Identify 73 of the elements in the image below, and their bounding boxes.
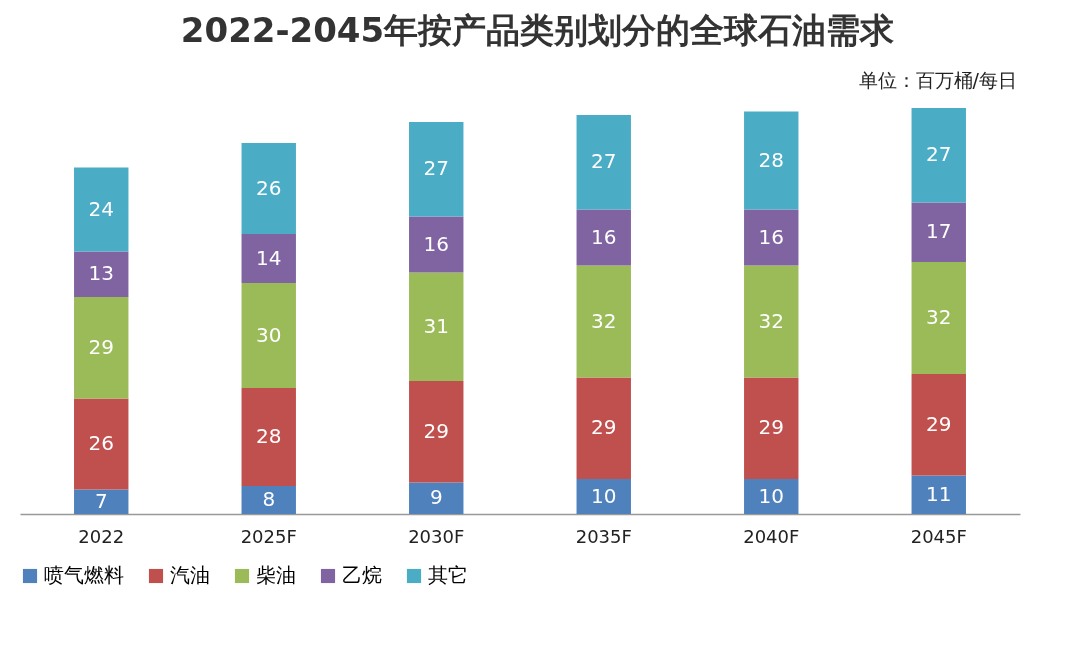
legend-label: 柴油 [256, 563, 296, 587]
data-label: 29 [926, 411, 952, 436]
data-label: 10 [758, 483, 784, 508]
data-label: 27 [926, 142, 952, 167]
bar [744, 209, 799, 266]
data-label: 9 [429, 485, 443, 510]
data-label: 10 [591, 483, 617, 508]
data-label: 11 [926, 481, 952, 506]
bar [241, 388, 296, 486]
data-label: 28 [256, 424, 282, 448]
legend-label: 喷气燃料 [44, 563, 124, 587]
data-label: 32 [926, 305, 952, 329]
bar [241, 486, 296, 514]
x-tick-label: 2022 [78, 525, 125, 547]
chart-title: 2022-2045年按产品类别划分的全球石油需求 [179, 9, 896, 52]
data-label: 29 [758, 415, 784, 440]
data-label: 26 [256, 175, 282, 200]
bar [241, 143, 296, 234]
x-tick-label: 2045F [910, 525, 967, 547]
data-label: 27 [591, 149, 617, 174]
bar [911, 374, 966, 476]
data-label: 14 [256, 245, 282, 270]
data-label: 29 [88, 334, 114, 359]
bar [74, 489, 129, 514]
bar [744, 265, 799, 378]
data-label: 29 [423, 418, 449, 443]
bar [576, 265, 631, 378]
data-label: 29 [591, 415, 617, 440]
data-label: 28 [758, 147, 784, 172]
chart-subtitle: 单位：百万桶/每日 [857, 68, 1017, 93]
bar [241, 234, 296, 283]
x-tick-label: 2030F [408, 525, 465, 547]
data-label: 32 [758, 308, 784, 333]
bar [576, 479, 631, 514]
bar [241, 283, 296, 388]
legend-label: 其它 [428, 563, 468, 587]
x-tick-label: 2025F [240, 525, 297, 547]
x-tick-label: 2040F [743, 525, 800, 547]
bar [911, 475, 966, 514]
data-label: 26 [88, 431, 114, 455]
bar [409, 482, 464, 514]
data-label: 16 [758, 224, 784, 249]
data-label: 24 [88, 196, 114, 221]
data-label: 17 [926, 219, 952, 244]
bar [911, 262, 966, 374]
bar [74, 297, 129, 399]
bar [744, 479, 799, 514]
bar [911, 108, 966, 203]
data-label: 7 [94, 488, 108, 513]
bar [744, 111, 799, 210]
bar [74, 251, 129, 297]
bar [576, 115, 631, 210]
bar [409, 381, 464, 483]
bar [74, 398, 129, 490]
bar [576, 209, 631, 266]
legend-label: 汽油 [170, 563, 210, 587]
data-label: 27 [423, 156, 449, 181]
data-label: 32 [591, 308, 617, 333]
bar [74, 167, 129, 252]
bar [409, 272, 464, 381]
data-label: 16 [591, 224, 617, 249]
data-label: 30 [256, 322, 282, 347]
data-label: 16 [423, 231, 449, 256]
bar [911, 202, 966, 262]
bar [409, 216, 464, 273]
data-label: 8 [262, 487, 276, 511]
data-label: 31 [423, 313, 449, 338]
bar [576, 377, 631, 479]
legend-label: 乙烷 [342, 563, 382, 587]
bar [744, 377, 799, 479]
bar [409, 122, 464, 217]
x-tick-label: 2035F [575, 525, 632, 547]
data-label: 13 [88, 261, 114, 286]
